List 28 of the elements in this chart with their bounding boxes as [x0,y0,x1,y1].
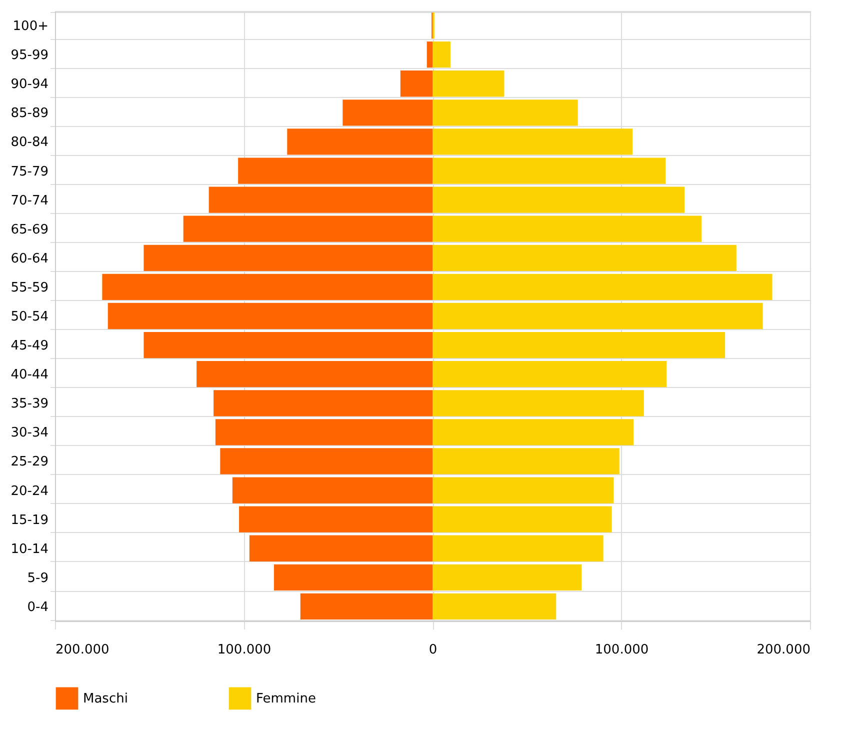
x-tick-label: 100.000 [217,642,272,658]
x-tick-label: 200.000 [56,642,110,658]
y-tick-label: 80-84 [10,135,48,150]
y-tick-label: 30-34 [10,426,48,441]
y-tick-label: 85-89 [10,106,48,122]
y-tick-label: 45-49 [10,338,48,354]
y-tick-label: 0-4 [27,600,48,615]
y-tick-label: 70-74 [10,193,48,208]
y-tick-label: 65-69 [10,222,48,238]
x-tick-label: 100.000 [594,642,649,658]
legend-label: Maschi [83,691,128,706]
y-tick-label: 50-54 [10,310,48,324]
y-tick-label: 55-59 [10,280,48,296]
y-tick-label: 75-79 [10,164,48,180]
x-tick-label: 200.000 [756,642,810,658]
y-tick-label: 90-94 [10,77,48,92]
y-tick-label: 100+ [12,19,48,34]
x-tick-label: 0 [428,642,438,658]
y-tick-label: 60-64 [10,251,48,266]
y-tick-label: 35-39 [10,396,48,412]
y-tick-label: 10-14 [10,542,48,557]
legend-label: Femmine [256,691,316,706]
y-tick-label: 95-99 [10,48,48,64]
y-tick-label: 25-29 [10,454,48,470]
y-tick-label: 15-19 [10,512,48,528]
y-tick-label: 5-9 [27,570,48,586]
y-tick-label: 40-44 [10,368,48,383]
y-tick-label: 20-24 [10,484,48,499]
